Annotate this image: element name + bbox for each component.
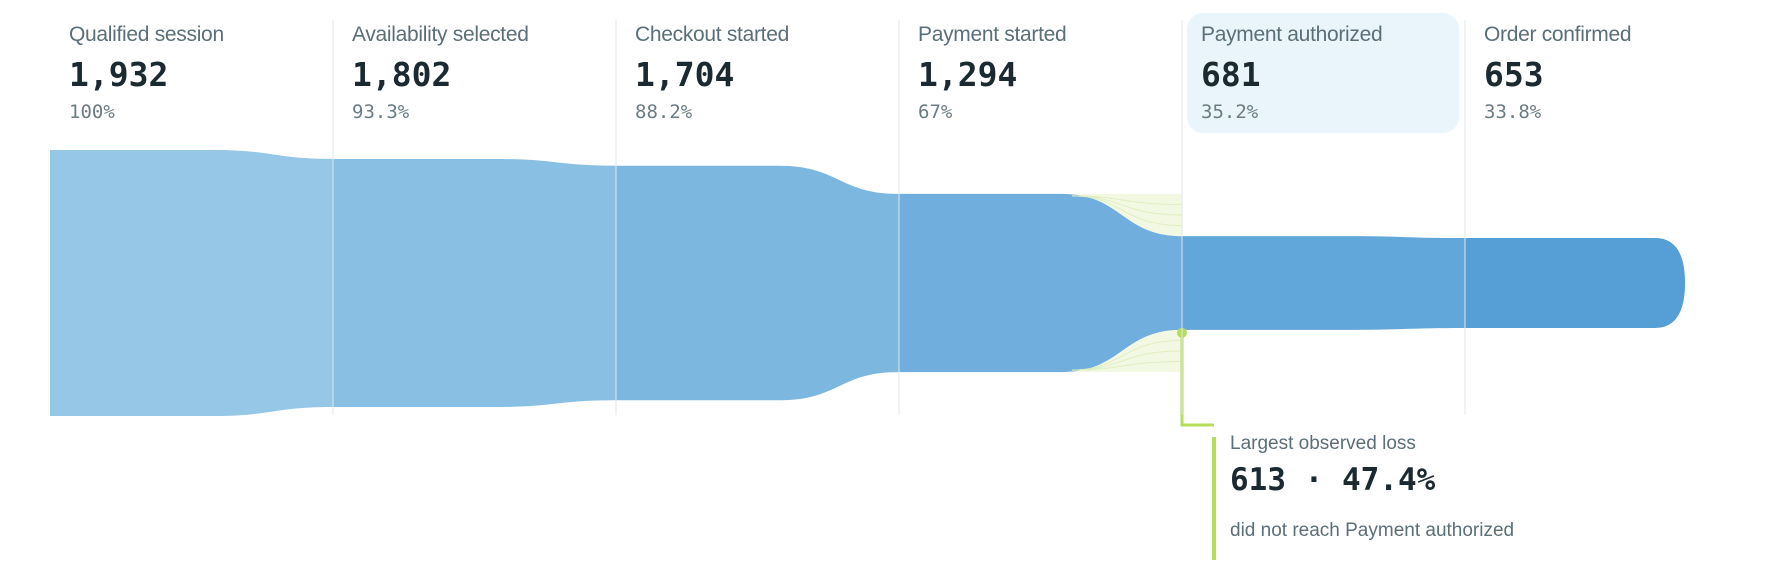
funnel-band-4 xyxy=(899,193,1182,373)
stage-percent: 33.8% xyxy=(1484,101,1542,123)
stage-header-3: Checkout started 1,704 88.2% xyxy=(621,13,893,133)
loss-area-top xyxy=(1062,193,1182,237)
funnel-band-1 xyxy=(50,150,333,416)
stage-count: 1,932 xyxy=(69,55,169,94)
loss-line-bottom-3 xyxy=(1071,339,1183,371)
stage-percent: 67% xyxy=(918,101,953,123)
stage-header-4: Payment started 1,294 67% xyxy=(904,13,1176,133)
stage-header-6: Order confirmed 653 33.8% xyxy=(1470,13,1742,133)
stage-percent: 93.3% xyxy=(352,101,410,123)
funnel-band-6 xyxy=(1465,238,1685,328)
stage-header-2: Availability selected 1,802 93.3% xyxy=(338,13,610,133)
funnel-band-5 xyxy=(1182,236,1465,330)
callout-value: 613 · 47.4% xyxy=(1230,462,1436,498)
stage-count: 1,704 xyxy=(635,55,735,94)
stage-header-5: Payment authorized 681 35.2% xyxy=(1187,13,1459,133)
stage-name: Payment authorized xyxy=(1201,23,1383,46)
callout-connector xyxy=(1180,332,1214,427)
stage-count: 653 xyxy=(1484,55,1544,94)
stage-name: Order confirmed xyxy=(1484,23,1632,46)
loss-area-bottom xyxy=(1062,329,1182,373)
stage-count: 1,294 xyxy=(918,55,1018,94)
stage-percent: 100% xyxy=(69,101,115,123)
funnel-band-2 xyxy=(333,158,616,408)
callout-subtitle: did not reach Payment authorized xyxy=(1230,520,1515,541)
funnel-band-3 xyxy=(616,165,899,401)
stage-percent: 35.2% xyxy=(1201,101,1259,123)
callout-title: Largest observed loss xyxy=(1230,433,1416,454)
stage-name: Payment started xyxy=(918,23,1067,46)
stage-header-1: Qualified session 1,932 100% xyxy=(55,13,327,133)
stage-name: Availability selected xyxy=(352,23,529,46)
stage-name: Checkout started xyxy=(635,23,789,46)
stage-count: 1,802 xyxy=(352,55,452,94)
stage-name: Qualified session xyxy=(69,23,224,46)
loss-line-top-3 xyxy=(1071,195,1183,227)
stage-percent: 88.2% xyxy=(635,101,693,123)
stage-count: 681 xyxy=(1201,55,1261,94)
